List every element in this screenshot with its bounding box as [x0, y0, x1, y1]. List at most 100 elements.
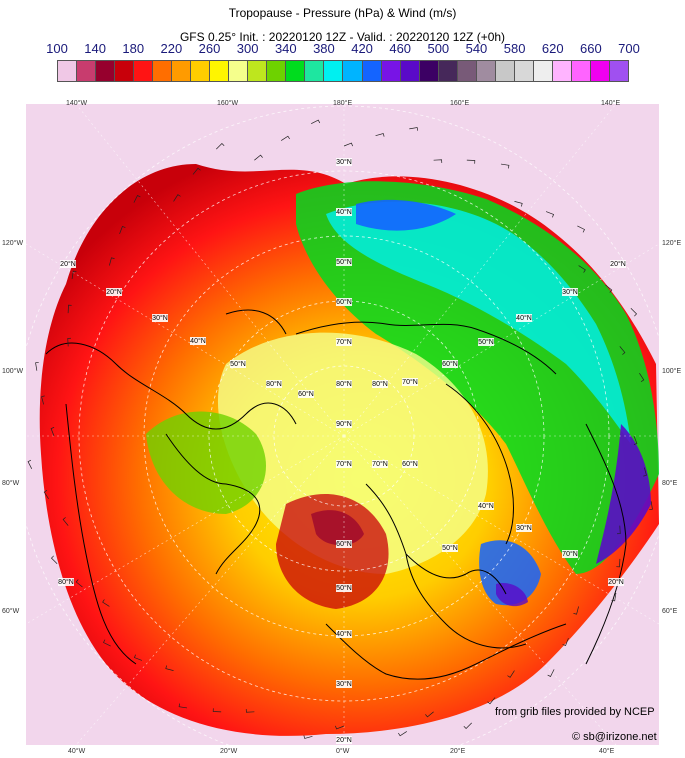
scale-swatch — [267, 61, 287, 81]
scale-label: 100 — [46, 41, 68, 56]
scale-label: 420 — [351, 41, 373, 56]
meridians — [26, 104, 659, 745]
wind-barb — [425, 711, 434, 718]
latitude-labels: 30°N 40°N 50°N 60°N 70°N 80°N 90°N 70°N 60°N 50°N… — [58, 158, 626, 744]
wind-barb — [639, 373, 645, 382]
latitude-label: 30°N — [152, 314, 168, 322]
latitude-label: 50°N — [442, 544, 458, 552]
latitude-label: 50°N — [336, 584, 352, 592]
scale-swatch — [305, 61, 325, 81]
longitude-label: 100°E — [662, 368, 682, 375]
longitude-label: 180°E — [333, 100, 353, 107]
wind-barb — [630, 308, 638, 317]
longitude-label: 80°W — [2, 480, 20, 487]
latitude-label: 60°N — [442, 360, 458, 368]
wind-barb — [109, 257, 115, 266]
wind-barb — [254, 154, 263, 161]
chart-subtitle: GFS 0.25° Init. : 20220120 12Z - Valid. … — [179, 30, 506, 44]
wind-barb — [43, 490, 49, 499]
scale-swatch — [533, 61, 553, 81]
latitude-label: 20°N — [106, 288, 122, 296]
wind-barb — [611, 592, 617, 602]
longitude-label: 0°W — [336, 748, 350, 755]
color-scale-labels: 100 140 180 220 260 300 340 380 420 460 500 540 580 6… — [38, 41, 654, 57]
latitude-label: 40°N — [478, 502, 494, 510]
wind-barb — [617, 525, 621, 535]
wind-barb — [245, 709, 255, 713]
wind-barb — [343, 142, 353, 147]
wind-barb — [547, 669, 555, 677]
wind-barb — [500, 163, 510, 169]
wind-barb — [335, 725, 345, 730]
wind-barb — [643, 467, 647, 477]
wind-barb — [178, 703, 188, 709]
latitude-label: 70°N — [336, 460, 352, 468]
scale-label: 580 — [503, 41, 526, 56]
scale-swatch — [229, 61, 249, 81]
scale-label: 660 — [580, 41, 602, 56]
wind-barb — [605, 284, 613, 293]
longitude-label: 100°W — [2, 368, 24, 375]
latitude-label: 80°N — [58, 578, 74, 586]
wind-barb — [133, 195, 141, 203]
longitude-label: 60°E — [662, 608, 678, 615]
scale-label: 700 — [618, 41, 640, 56]
latitude-label: 30°N — [336, 158, 352, 166]
scale-label: 220 — [160, 41, 183, 56]
wind-barb — [133, 654, 143, 661]
chart-title: Tropopause - Pressure (hPa) & Wind (m/s) — [228, 6, 457, 20]
wind-barb — [463, 722, 472, 730]
wind-barb — [35, 361, 39, 371]
wind-barb — [102, 599, 110, 607]
wind-barb — [165, 665, 174, 671]
longitude-label: 80°E — [662, 480, 678, 487]
scale-swatch — [457, 61, 477, 81]
wind-barb — [71, 270, 77, 280]
wind-barb — [173, 194, 181, 202]
scale-label: 540 — [465, 41, 488, 56]
wind-barb — [578, 265, 586, 273]
wind-barb — [50, 555, 58, 564]
scale-swatch — [495, 61, 515, 81]
wind-barb — [633, 435, 638, 445]
latitude-label: 70°N — [336, 338, 352, 346]
wind-barb — [212, 708, 222, 713]
wind-barbs — [27, 119, 653, 739]
scale-swatch — [191, 61, 211, 81]
wind-barb — [577, 225, 585, 233]
wind-barb — [103, 639, 111, 647]
scale-swatch — [134, 61, 154, 81]
scale-swatch — [381, 61, 401, 81]
latitude-label: 40°N — [516, 314, 532, 322]
wind-barb — [616, 558, 621, 568]
scale-swatch — [210, 61, 230, 81]
wind-barb — [562, 637, 569, 647]
latitude-label: 90°N — [336, 420, 352, 428]
scale-swatch — [609, 61, 628, 81]
latitude-label: 20°N — [336, 736, 352, 744]
wind-barb — [216, 142, 225, 150]
wind-barb — [545, 211, 555, 218]
wind-barb — [649, 501, 653, 511]
wind-barb — [192, 167, 201, 175]
wind-barb — [119, 225, 126, 235]
wind-barb — [67, 304, 72, 314]
latitude-label: 60°N — [298, 390, 314, 398]
scale-swatch — [590, 61, 610, 81]
scale-label: 340 — [274, 41, 297, 56]
latitude-label: 60°N — [336, 298, 352, 306]
scale-label: 180 — [122, 41, 145, 56]
latitude-label: 50°N — [230, 360, 246, 368]
wind-barb — [27, 459, 33, 469]
latitude-label: 50°N — [478, 338, 494, 346]
latitude-label: 20°N — [608, 578, 624, 586]
longitude-label: 60°W — [2, 608, 20, 615]
wind-barb — [75, 579, 83, 588]
wind-barb — [433, 159, 443, 163]
wind-barb — [375, 133, 385, 137]
wind-barb — [303, 735, 313, 739]
longitude-label: 120°E — [662, 240, 682, 247]
scale-label: 460 — [389, 41, 412, 56]
latitude-label: 60°N — [336, 540, 352, 548]
scale-swatch — [362, 61, 382, 81]
